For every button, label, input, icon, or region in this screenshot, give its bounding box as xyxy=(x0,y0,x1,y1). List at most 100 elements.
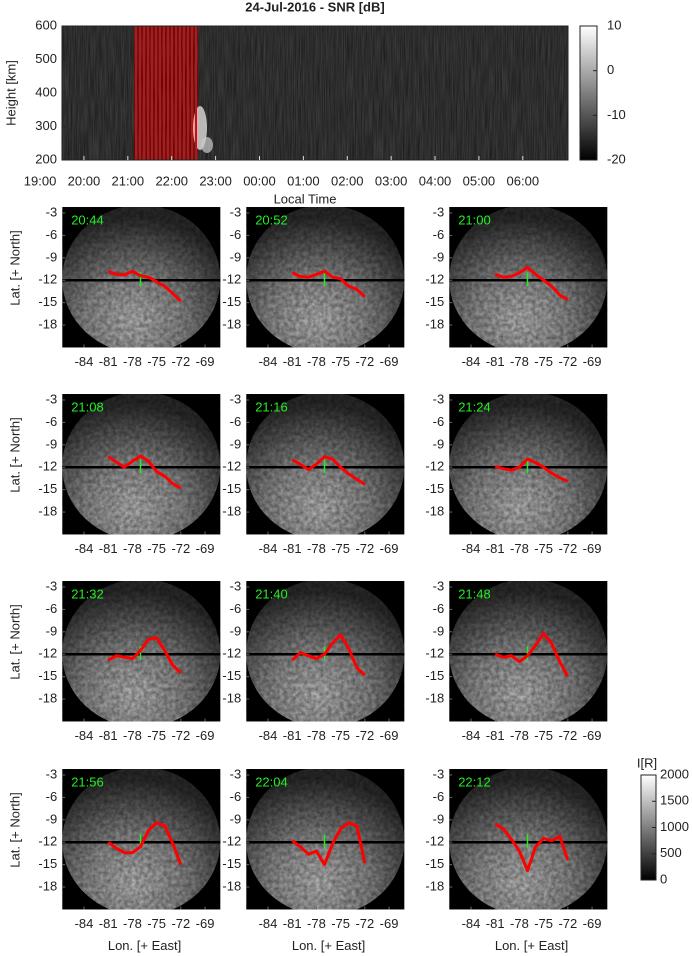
x-tick-label: 19:00 xyxy=(24,173,57,188)
x-tick-label: -81 xyxy=(486,541,505,556)
y-tick-label: -6 xyxy=(46,227,58,242)
x-tick-label: -78 xyxy=(307,916,326,931)
x-tick-label: -69 xyxy=(196,541,215,556)
y-tick-label: 400 xyxy=(35,84,57,99)
boundary-line xyxy=(494,822,570,873)
y-tick-label: -9 xyxy=(46,249,58,264)
y-tick-label: -6 xyxy=(433,227,445,242)
grain xyxy=(449,581,608,722)
y-tick-label: -18 xyxy=(38,690,57,705)
panel-title: 20:52 xyxy=(255,212,288,227)
x-tick-label: 21:00 xyxy=(112,173,145,188)
grain xyxy=(62,394,221,535)
colorbar-label: I[R] xyxy=(637,755,657,770)
x-tick-label: -84 xyxy=(462,916,481,931)
y-tick-label: -12 xyxy=(38,459,57,474)
y-tick-label: -15 xyxy=(222,481,241,496)
x-tick-label: 05:00 xyxy=(463,173,496,188)
colorbar-tick-label: 0 xyxy=(607,62,614,77)
x-tick-label: -78 xyxy=(307,541,326,556)
grain xyxy=(449,394,608,535)
x-tick-label: -84 xyxy=(75,916,94,931)
colorbar-tick-label: -20 xyxy=(607,151,626,166)
y-tick-label: -6 xyxy=(433,414,445,429)
boundary-line xyxy=(291,633,366,677)
boundary-line xyxy=(107,636,182,674)
y-tick-label: -12 xyxy=(222,834,241,849)
x-tick-label: -75 xyxy=(534,916,553,931)
y-tick-label: -9 xyxy=(46,623,58,638)
boundary-line xyxy=(107,269,182,303)
x-tick-label: -84 xyxy=(462,728,481,743)
y-tick-label: -3 xyxy=(433,766,445,781)
image xyxy=(62,769,221,910)
y-tick-label: -12 xyxy=(222,646,241,661)
y-tick-label: -15 xyxy=(38,668,57,683)
panel: 22:12 -3 -6 -9 -12 -15 -18 -84 -81 -78 -75 -72 -69 Lo… xyxy=(425,766,608,953)
panel-title: 21:40 xyxy=(255,586,288,601)
x-tick-label: -69 xyxy=(380,916,399,931)
x-tick-label: -75 xyxy=(147,354,166,369)
grain xyxy=(246,394,405,535)
x-tick-label: -84 xyxy=(462,354,481,369)
noise xyxy=(62,26,568,160)
y-tick-label: -9 xyxy=(230,811,242,826)
colorbar-tick-label: 10 xyxy=(607,17,621,32)
y-tick-label: -9 xyxy=(46,436,58,451)
x-tick-label: -84 xyxy=(259,728,278,743)
x-tick-label: -72 xyxy=(558,916,577,931)
x-tick-label: 06:00 xyxy=(507,173,540,188)
x-tick-label: -75 xyxy=(147,541,166,556)
panel: 21:00 -3 -6 -9 -12 -15 -18 -84 -81 -78 -75 -72 -69 xyxy=(425,204,608,369)
x-tick-label: -75 xyxy=(534,354,553,369)
panel: 21:56 -3 -6 -9 -12 -15 -18 -84 -81 -78 -75 -72 -69 La… xyxy=(7,766,221,953)
x-tick-label: -72 xyxy=(171,354,190,369)
y-tick-label: -9 xyxy=(230,436,242,451)
y-tick-label: -9 xyxy=(433,811,445,826)
x-tick-label: 22:00 xyxy=(155,173,188,188)
y-tick-label: -6 xyxy=(433,789,445,804)
panel-title: 21:48 xyxy=(458,586,491,601)
x-tick-label: -84 xyxy=(259,354,278,369)
x-tick-label: -81 xyxy=(486,916,505,931)
panel-title: 21:24 xyxy=(458,399,491,414)
y-tick-label: -12 xyxy=(222,272,241,287)
y-tick-label: -6 xyxy=(46,789,58,804)
x-axis-label: Lon. [+ East] xyxy=(495,938,568,953)
x-axis-label: Local Time xyxy=(274,191,337,206)
image xyxy=(62,394,221,535)
y-tick-label: -15 xyxy=(425,668,444,683)
image xyxy=(449,769,608,910)
y-tick-label: -9 xyxy=(46,811,58,826)
panel: 21:16 -3 -6 -9 -12 -15 -18 -84 -81 -78 -75 -72 -69 xyxy=(222,391,405,556)
panel-title: 21:32 xyxy=(71,586,104,601)
boundary-line xyxy=(494,631,570,678)
grain xyxy=(449,769,608,910)
colorbar-tick-label: -10 xyxy=(607,107,626,122)
x-tick-label: 03:00 xyxy=(375,173,408,188)
x-tick-label: 00:00 xyxy=(243,173,276,188)
x-tick-label: -81 xyxy=(99,541,118,556)
y-tick-label: -15 xyxy=(38,481,57,496)
grain xyxy=(62,769,221,910)
x-tick-label: -84 xyxy=(259,541,278,556)
x-tick-label: -69 xyxy=(583,541,602,556)
panel-title: 22:04 xyxy=(255,774,288,789)
x-tick-label: -72 xyxy=(171,541,190,556)
image xyxy=(62,581,221,722)
image xyxy=(246,769,405,910)
x-tick-label: -78 xyxy=(123,728,142,743)
y-tick-label: -18 xyxy=(38,878,57,893)
panel: 20:44 -3 -6 -9 -12 -15 -18 -84 -81 -78 -75 -72 -69 La… xyxy=(7,204,221,369)
x-tick-label: -81 xyxy=(283,541,302,556)
image xyxy=(62,207,221,348)
x-tick-label: -75 xyxy=(331,541,350,556)
image xyxy=(246,394,405,535)
panel-title: 21:56 xyxy=(71,774,104,789)
x-tick-label: 20:00 xyxy=(68,173,101,188)
panel-title: 21:08 xyxy=(71,399,104,414)
panel: 22:04 -3 -6 -9 -12 -15 -18 -84 -81 -78 -75 -72 -69 Lo… xyxy=(222,766,405,953)
x-tick-label: -75 xyxy=(534,728,553,743)
y-tick-label: -12 xyxy=(425,272,444,287)
y-tick-label: -15 xyxy=(38,294,57,309)
